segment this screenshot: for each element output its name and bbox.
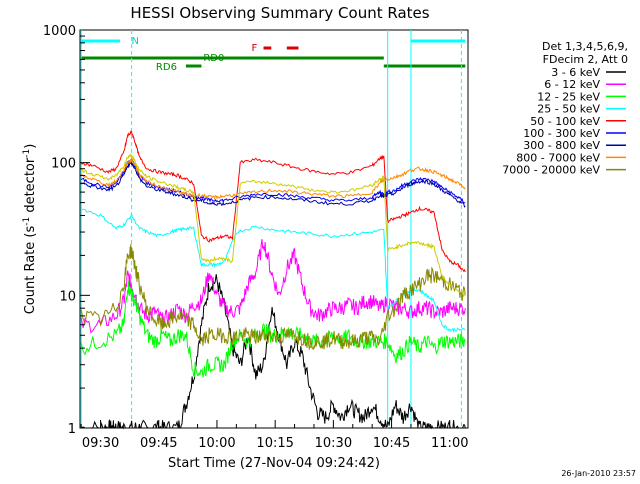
y-label-main: Count Rate (s — [23, 226, 38, 315]
x-tick-label: 11:00 — [431, 436, 468, 451]
series-line-3 — [80, 208, 466, 334]
annotation-rd6: RD6 — [156, 62, 177, 73]
timestamp: 26-Jan-2010 23:57 — [561, 469, 636, 478]
chart-title: HESSI Observing Summary Count Rates — [130, 4, 429, 22]
series-line-7 — [80, 157, 466, 201]
annotation-n: N — [131, 36, 138, 47]
legend-label: 25 - 50 keV — [537, 103, 600, 116]
y-tick-label: 100 — [51, 157, 76, 172]
legend-label: 100 - 300 keV — [523, 127, 600, 140]
legend-label: 7000 - 20000 keV — [502, 164, 600, 177]
x-ticks: 09:30 09:45 10:00 10:15 10:30 10:45 11:00 — [80, 420, 468, 451]
legend: Det 1,3,4,5,6,9, FDecim 2, Att 0 3 - 6 k… — [502, 40, 628, 177]
markers — [80, 30, 462, 428]
legend-label: 800 - 7000 keV — [516, 151, 600, 164]
legend-header-1: Det 1,3,4,5,6,9, — [542, 40, 628, 53]
series-line-1 — [80, 239, 466, 334]
x-axis-label: Start Time (27-Nov-04 09:24:42) — [168, 456, 380, 471]
series-line-6 — [81, 161, 466, 208]
series-line-8 — [80, 244, 466, 351]
annotation-rd0: RD0 — [203, 53, 224, 64]
plot-frame — [79, 29, 469, 429]
y-label-exp1: -1 — [22, 217, 32, 226]
series-line-9 — [81, 153, 466, 298]
legend-header-2: FDecim 2, Att 0 — [543, 53, 628, 66]
y-axis-label: Count Rate (s-1 detector-1) — [22, 144, 38, 315]
x-tick-label: 10:30 — [315, 436, 352, 451]
legend-label: 3 - 6 keV — [551, 66, 600, 79]
series-line-5 — [80, 158, 466, 204]
y-tick-label: 1000 — [43, 24, 76, 39]
x-tick-label: 10:45 — [373, 436, 410, 451]
legend-label: 50 - 100 keV — [530, 115, 600, 128]
legend-label: 12 - 25 keV — [537, 90, 600, 103]
y-ticks: 1 10 100 1000 — [43, 24, 90, 437]
series-line-0 — [80, 274, 466, 430]
series-layer — [80, 130, 466, 430]
annotation-f: F — [252, 43, 258, 54]
legend-label: 6 - 12 keV — [544, 78, 600, 91]
y-label-mid: detector — [23, 157, 38, 217]
x-tick-label: 10:15 — [256, 436, 293, 451]
y-tick-label: 10 — [59, 289, 76, 304]
y-label-exp2: -1 — [22, 149, 32, 158]
x-tick-label: 09:45 — [140, 436, 177, 451]
x-tick-label: 09:30 — [82, 436, 119, 451]
x-tick-label: 10:00 — [198, 436, 235, 451]
y-tick-label: 1 — [68, 422, 76, 437]
series-line-4 — [80, 130, 466, 273]
legend-label: 300 - 800 keV — [523, 139, 600, 152]
y-label-end: ) — [23, 144, 38, 149]
